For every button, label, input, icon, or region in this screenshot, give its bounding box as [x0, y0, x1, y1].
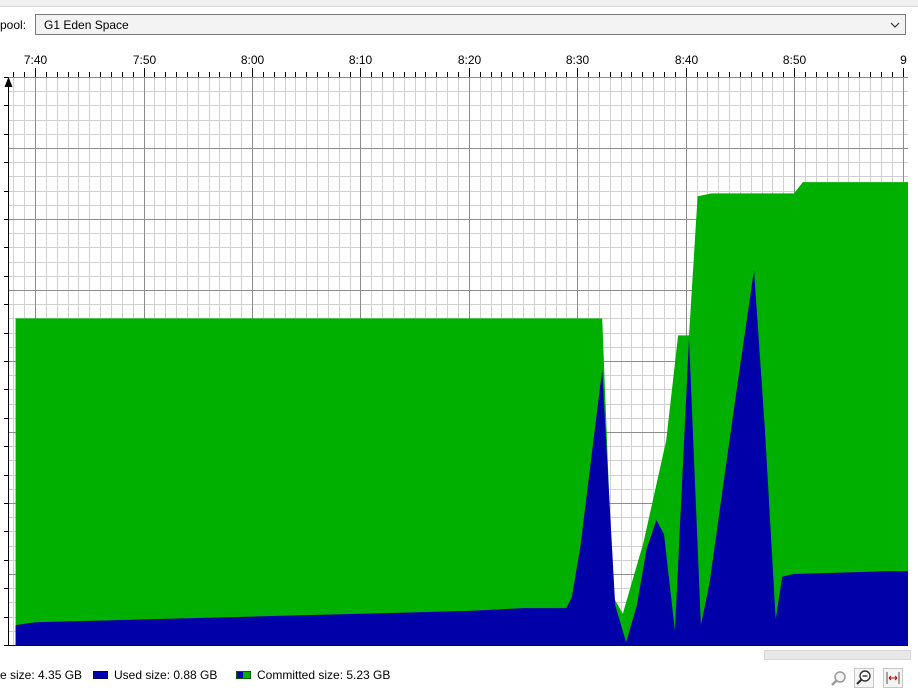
chart-areas — [15, 182, 909, 645]
legend-committed-size: Committed size: 5.23 GB — [236, 668, 390, 682]
zoom-out-icon — [856, 670, 871, 685]
area-committed — [15, 182, 909, 645]
chart-tick-labels: )7:407:508:008:108:208:308:408:509 — [24, 53, 907, 67]
y-axis-arrow — [4, 77, 13, 87]
x-tick-label: 8:40 — [675, 53, 699, 67]
top-strip — [0, 0, 918, 7]
x-tick-label: 8:50 — [783, 53, 807, 67]
x-tick-label: 9 — [900, 53, 907, 67]
legend-committed-swatch — [236, 670, 251, 679]
area-used — [15, 270, 909, 645]
x-tick-label: 8:20 — [458, 53, 482, 67]
x-tick-label: 7:40 — [24, 53, 48, 67]
chart-horizontal-scrollbar[interactable] — [764, 650, 911, 660]
legend-used-size: Used size: 0.88 GB — [93, 668, 217, 682]
pool-label: pool: — [0, 18, 27, 32]
legend-max-size: e size: 4.35 GB — [0, 668, 83, 682]
legend-used-swatch — [93, 670, 108, 679]
legend-used-label: Used size: 0.88 GB — [114, 668, 218, 682]
x-tick-label: 7:50 — [133, 53, 157, 67]
x-tick-label: 8:10 — [349, 53, 373, 67]
zoom-in-button[interactable] — [828, 668, 848, 688]
memory-usage-chart: )7:407:508:008:108:208:308:408:509 — [4, 53, 909, 646]
zoom-out-button[interactable] — [854, 668, 874, 688]
memory-pool-select[interactable]: G1 Eden Space — [35, 14, 906, 35]
memory-pool-selected-value: G1 Eden Space — [44, 18, 129, 32]
fit-to-window-button[interactable] — [883, 668, 903, 688]
legend-committed-label: Committed size: 5.23 GB — [257, 668, 391, 682]
x-tick-label: 8:30 — [566, 53, 590, 67]
chart-legend: e size: 4.35 GB Used size: 0.88 GB Commi… — [0, 668, 918, 684]
chevron-down-icon — [890, 22, 900, 28]
fit-to-window-icon — [886, 672, 900, 684]
x-tick-label: 8:00 — [241, 53, 265, 67]
chart-axes — [4, 68, 908, 646]
zoom-in-icon — [831, 671, 846, 686]
